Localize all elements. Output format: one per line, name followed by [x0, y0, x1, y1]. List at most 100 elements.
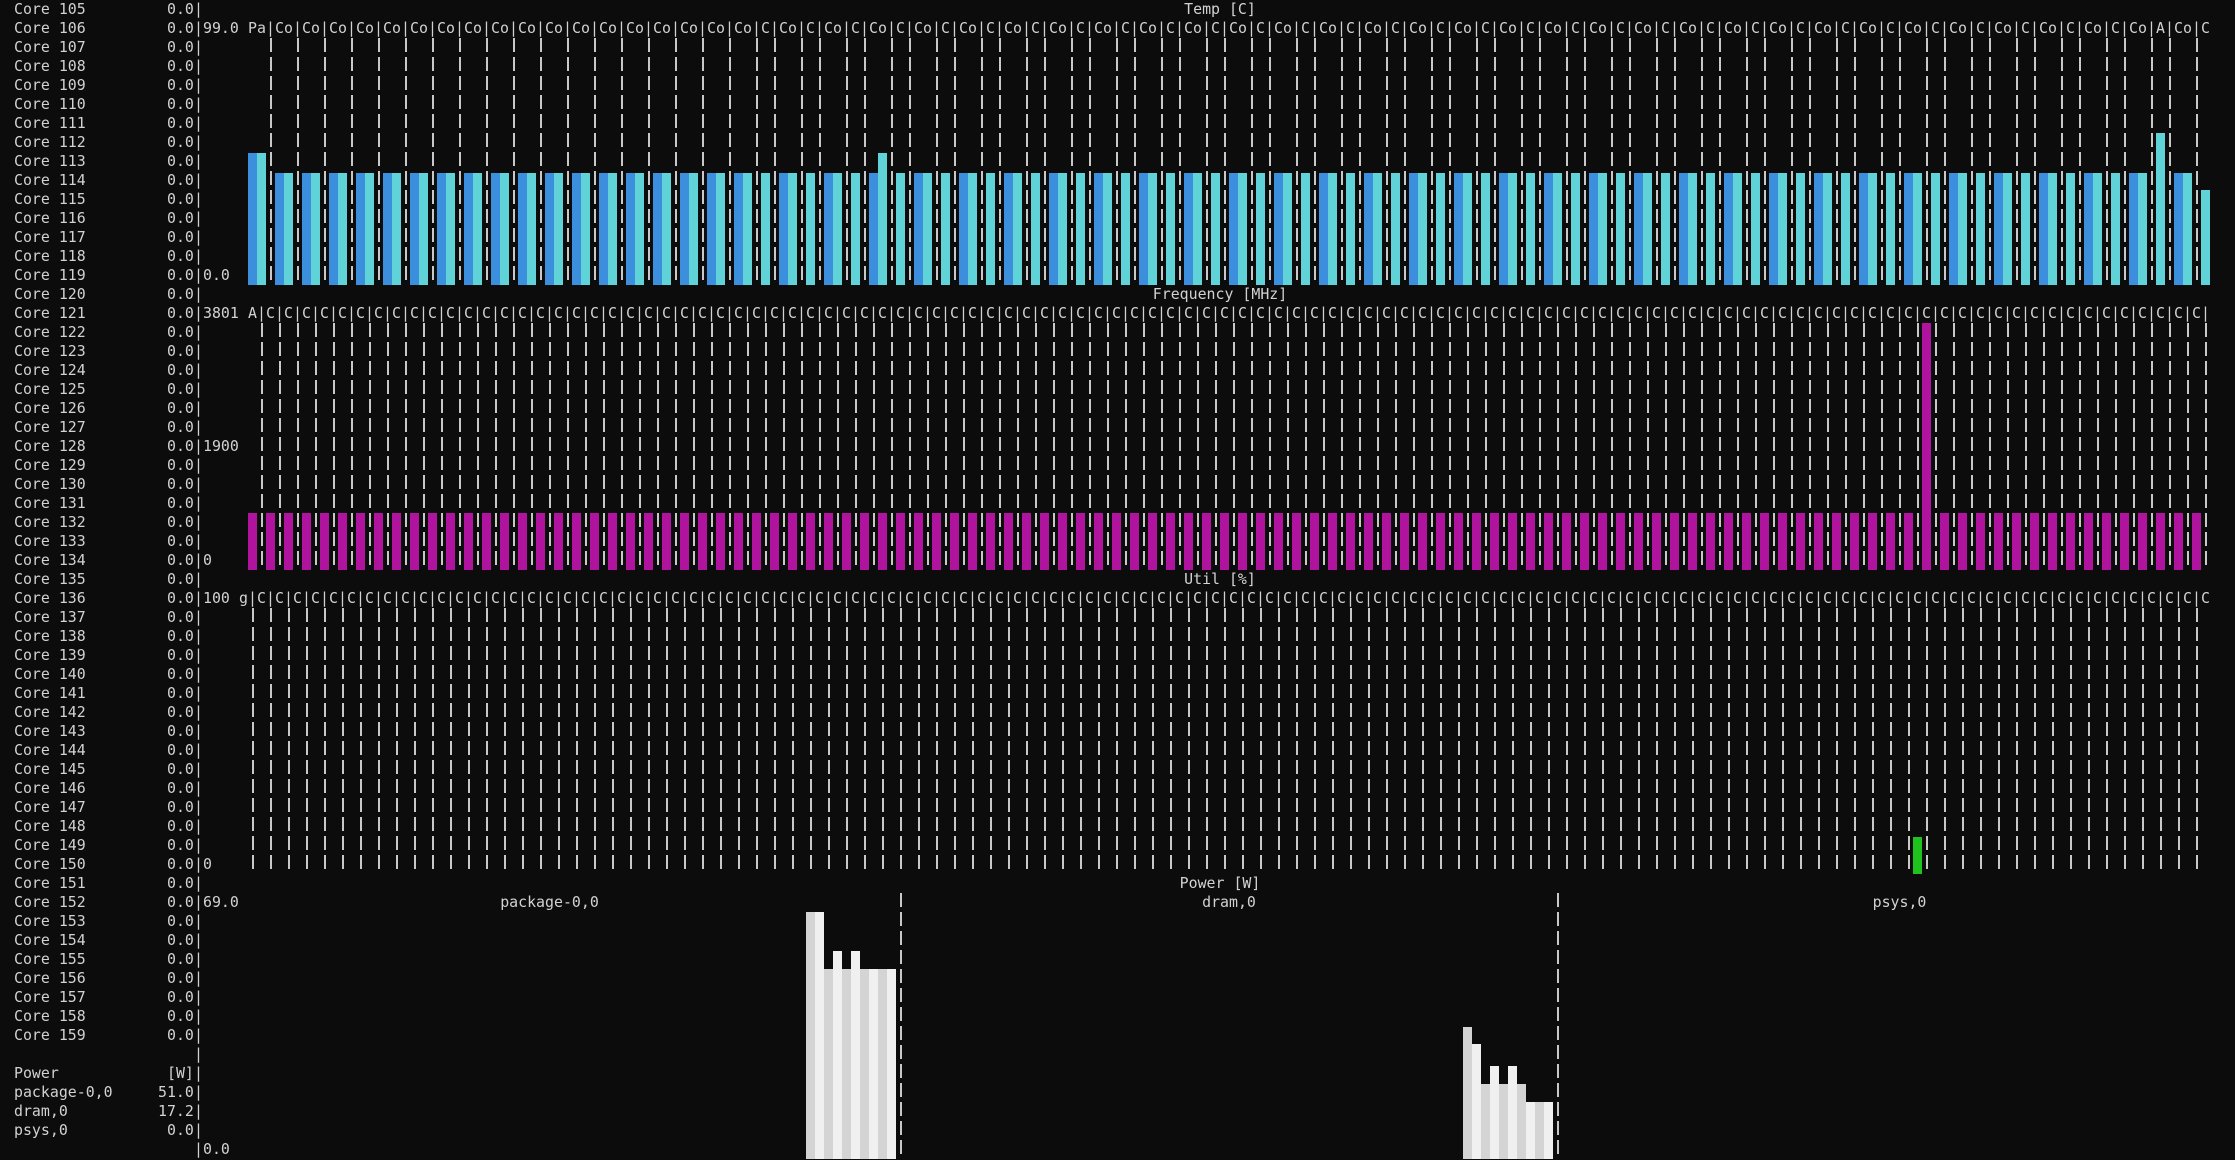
bar-3 [329, 173, 338, 285]
grid-separator [2078, 323, 2081, 570]
sensor-label: C [851, 589, 860, 607]
header-separator: | [1706, 589, 1715, 607]
power-series-label: psys,0 [1872, 893, 1927, 911]
sensor-label: Co [653, 19, 671, 37]
sensor-label: C [833, 589, 842, 607]
header-separator: | [1094, 589, 1103, 607]
sensor-label: C [842, 304, 851, 322]
grid-separator [1115, 608, 1118, 874]
sensor-label: C [1391, 589, 1400, 607]
y-axis-line: | [194, 1045, 203, 1063]
header-separator: | [563, 304, 572, 322]
core-label: Core 107 [14, 38, 86, 56]
bar-68 [1868, 173, 1877, 285]
grid-separator [1538, 323, 1541, 570]
power-bar-dram,0 [1535, 1102, 1544, 1159]
core-value: 0.0 [167, 456, 194, 474]
bar-64 [1778, 173, 1787, 285]
bar-72 [1949, 173, 1958, 285]
header-separator: | [1895, 304, 1904, 322]
sensor-label: C [1823, 589, 1832, 607]
core-label: Core 130 [14, 475, 86, 493]
bar-30 [1013, 173, 1022, 285]
bar-66 [1814, 173, 1823, 285]
grid-separator [1547, 608, 1550, 874]
core-label: Core 145 [14, 760, 86, 778]
header-separator: | [815, 304, 824, 322]
sensor-label: C [1643, 589, 1652, 607]
sensor-label: C [2156, 304, 2165, 322]
sensor-label: C [1877, 589, 1886, 607]
grid-separator [1160, 323, 1163, 570]
header-separator: | [770, 19, 779, 37]
grid-separator [1421, 608, 1424, 874]
sensor-label: C [1526, 19, 1535, 37]
header-separator: | [851, 304, 860, 322]
bar-18 [743, 173, 752, 285]
header-separator: | [590, 19, 599, 37]
sensor-label: C [563, 589, 572, 607]
header-separator: | [905, 304, 914, 322]
core-label: Core 119 [14, 266, 86, 284]
sensor-label: C [1301, 19, 1310, 37]
sensor-label: C [698, 304, 707, 322]
grid-separator [719, 608, 722, 874]
grid-separator [2123, 608, 2126, 874]
header-separator: | [815, 19, 824, 37]
sensor-label: C [788, 304, 797, 322]
sensor-label: C [2192, 304, 2201, 322]
sensor-label: C [761, 589, 770, 607]
grid-separator [1871, 608, 1874, 874]
sensor-label: C [464, 304, 473, 322]
y-axis-line: | [194, 57, 203, 75]
power-label: dram,0 [14, 1102, 68, 1120]
y-max-label: 99.0 [203, 19, 239, 37]
y-mid-label: 1900 [203, 437, 239, 455]
bar-6 [410, 173, 419, 285]
header-separator: | [1760, 589, 1769, 607]
grid-separator [314, 323, 317, 570]
core-label: Core 143 [14, 722, 86, 740]
grid-separator [1268, 323, 1271, 570]
core-label: Core 131 [14, 494, 86, 512]
power-bar-package-0,0 [842, 969, 851, 1159]
bar-25 [698, 513, 707, 570]
header-separator: | [896, 589, 905, 607]
bar-80 [2129, 173, 2138, 285]
grid-separator [260, 323, 263, 570]
y-axis-line: | [194, 323, 203, 341]
core-label: Core 115 [14, 190, 86, 208]
header-separator: | [1598, 589, 1607, 607]
sensor-label: C [2030, 304, 2039, 322]
header-separator: | [1004, 589, 1013, 607]
core-value: 0.0 [167, 1007, 194, 1025]
core-label: Core 141 [14, 684, 86, 702]
header-separator: | [950, 589, 959, 607]
bar-50 [1463, 173, 1472, 285]
sensor-label: Co [410, 19, 428, 37]
sensor-label: C [2084, 304, 2093, 322]
bar-23 [851, 173, 860, 285]
bar-104 [2120, 513, 2129, 570]
core-value: 0.0 [167, 589, 194, 607]
header-separator: | [1454, 589, 1463, 607]
core-value: 0.0 [167, 266, 194, 284]
power-unit-label: [W] [167, 1064, 194, 1082]
sensor-label: C [1517, 589, 1526, 607]
bar-62 [1724, 173, 1733, 285]
grid-separator [1430, 38, 1433, 285]
grid-separator [647, 38, 650, 285]
sensor-label: Co [2174, 19, 2192, 37]
core-value: 0.0 [167, 969, 194, 987]
header-separator: | [1922, 19, 1931, 37]
grid-separator [809, 608, 812, 874]
header-separator: | [1787, 19, 1796, 37]
bar-29 [986, 173, 995, 285]
header-separator: | [626, 589, 635, 607]
grid-separator [1133, 38, 1136, 285]
sensor-label: Co [734, 19, 752, 37]
header-separator: | [1265, 19, 1274, 37]
y-axis-line: | [194, 1102, 203, 1120]
header-separator: | [365, 304, 374, 322]
header-separator: | [401, 19, 410, 37]
